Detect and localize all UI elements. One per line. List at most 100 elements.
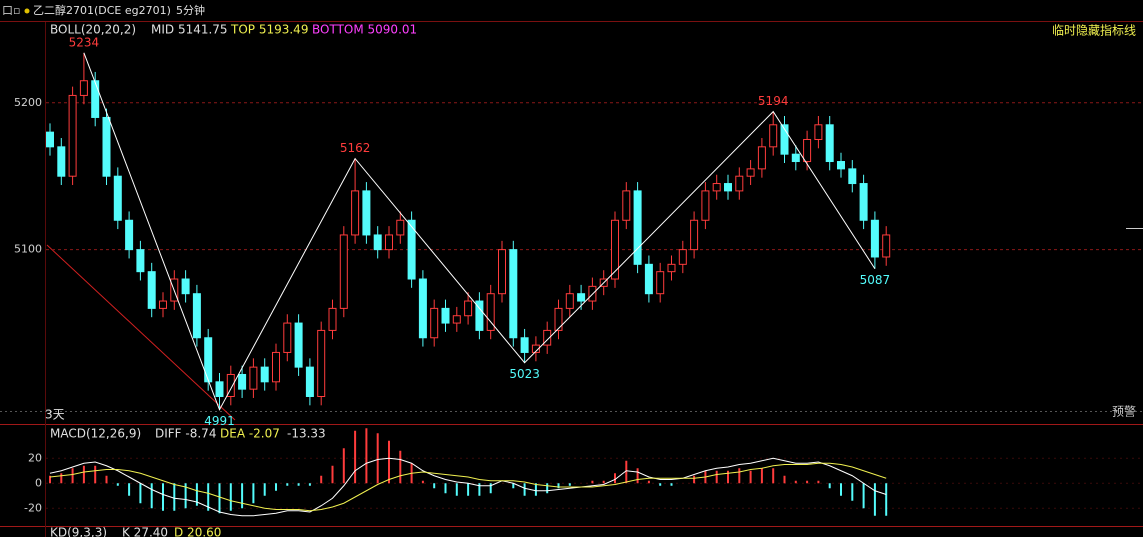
candle-body xyxy=(464,300,473,317)
y-tick-label: 0 xyxy=(35,476,42,489)
pivot-label: 5194 xyxy=(758,94,789,108)
candle-body xyxy=(204,337,213,383)
candle-body xyxy=(543,329,552,346)
candle-body xyxy=(294,322,303,368)
candle-body xyxy=(746,168,755,177)
candle-body xyxy=(385,234,393,251)
candle-body xyxy=(362,190,371,236)
candle-body xyxy=(192,293,201,339)
candle-body xyxy=(159,300,167,309)
macd-line xyxy=(49,462,887,512)
y-tick-label: -20 xyxy=(24,501,42,514)
candle-body xyxy=(837,161,845,170)
candle-body xyxy=(735,175,744,192)
candle-body xyxy=(611,219,619,280)
candle-body xyxy=(814,124,823,140)
hide-indicator[interactable]: 临时隐藏指标线 xyxy=(1052,23,1136,38)
trend-line xyxy=(46,244,236,421)
candle-body xyxy=(260,366,269,383)
candle-body xyxy=(531,344,540,353)
candle-body xyxy=(339,234,348,309)
candle-body xyxy=(68,94,77,177)
pivot-label: 5234 xyxy=(69,35,100,49)
candle-body xyxy=(825,124,834,163)
candle-body xyxy=(226,373,235,398)
dot xyxy=(24,8,30,14)
y-tick-label: 20 xyxy=(28,451,42,464)
candle-body xyxy=(769,124,778,148)
candle-body xyxy=(520,337,529,353)
indicator-name[interactable]: MACD(12,26,9) xyxy=(50,427,141,441)
candle-body xyxy=(102,116,111,177)
indicator-value: MID 5141.75 xyxy=(151,23,228,37)
candle-body xyxy=(667,263,676,273)
candle-body xyxy=(870,219,879,258)
candle-body xyxy=(577,293,586,302)
candle-body xyxy=(780,124,789,155)
pivot-label: 5162 xyxy=(340,141,371,155)
candle-body xyxy=(57,146,66,177)
candle-body xyxy=(701,190,710,221)
period[interactable]: 5分钟 xyxy=(176,3,205,17)
candle-body xyxy=(486,293,495,331)
candle-body xyxy=(509,249,518,339)
indicator-name[interactable]: BOLL(20,20,2) xyxy=(50,23,136,37)
candle-body xyxy=(859,183,868,221)
candle-body xyxy=(678,249,687,265)
candle-body xyxy=(848,168,857,185)
candle-body xyxy=(724,183,732,192)
indicator-value: K 27.40 xyxy=(122,526,168,537)
candle-body xyxy=(373,234,382,251)
candle-body xyxy=(136,249,145,273)
candle-body xyxy=(181,278,190,295)
indicator-value: DIFF -8.74 xyxy=(155,427,216,441)
candle-body xyxy=(46,131,54,148)
candle-body xyxy=(475,300,484,331)
candle-body xyxy=(633,190,642,265)
menu-icon[interactable]: 口▫ xyxy=(2,4,20,17)
macd-line xyxy=(49,457,887,517)
candle-body xyxy=(622,190,631,221)
candle-body xyxy=(328,307,337,331)
candle-body xyxy=(113,175,122,221)
alert-label[interactable]: 预警 xyxy=(1112,404,1136,419)
candle-body xyxy=(791,153,800,163)
candle-body xyxy=(712,183,721,192)
candle-body xyxy=(125,219,134,251)
candle-body xyxy=(418,278,427,339)
candle-body xyxy=(441,307,450,324)
candle-body xyxy=(238,373,247,390)
candle-body xyxy=(249,366,258,390)
candle-body xyxy=(644,263,653,295)
indicator-value: D 20.60 xyxy=(174,526,221,537)
indicator-name[interactable]: KD(9,3,3) xyxy=(50,526,107,537)
indicator-value: DEA -2.07 xyxy=(220,427,280,441)
candle-body xyxy=(554,307,563,331)
candle-body xyxy=(283,322,292,353)
candle-body xyxy=(407,219,416,280)
candle-body xyxy=(690,219,699,251)
candle-body xyxy=(351,190,360,236)
candle-body xyxy=(656,271,665,295)
indicator-value: -13.33 xyxy=(287,427,326,441)
pivot-label: 5087 xyxy=(860,273,891,287)
indicator-value: BOTTOM 5090.01 xyxy=(312,23,417,37)
pivot-label: 4991 xyxy=(204,414,235,428)
candle-body xyxy=(565,293,574,309)
pivot-label: 5023 xyxy=(509,367,540,381)
y-tick-label: 5100 xyxy=(14,243,42,256)
zigzag xyxy=(83,52,876,411)
candle-body xyxy=(79,80,88,96)
candle-body xyxy=(757,146,766,170)
candle-body xyxy=(305,366,314,398)
symbol[interactable]: 乙二醇2701(DCE eg2701) xyxy=(33,3,171,17)
range-label: 3天 xyxy=(45,408,65,422)
y-tick-label: 5200 xyxy=(14,96,42,109)
candle-body xyxy=(147,271,156,309)
candle-body xyxy=(396,219,405,236)
candle-body xyxy=(317,329,326,398)
candle-body xyxy=(430,307,439,339)
candle-body xyxy=(91,80,100,118)
